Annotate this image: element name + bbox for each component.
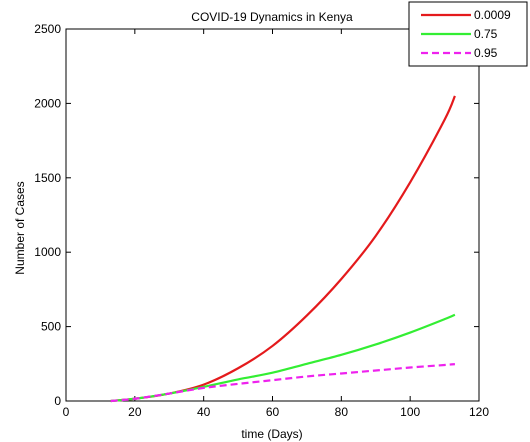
y-tick-label: 2000 [34, 96, 61, 110]
y-axis: 0 500 1000 1500 2000 2500 [34, 22, 479, 408]
x-tick-label: 20 [128, 405, 142, 419]
series-line-0 [110, 95, 456, 403]
x-tick-label: 60 [266, 405, 280, 419]
x-axis-title: time (Days) [241, 427, 302, 441]
legend: 0.0009 0.75 0.95 [408, 1, 528, 67]
y-tick-label: 1500 [34, 171, 61, 185]
series-line-1 [110, 313, 456, 403]
legend-label-0: 0.0009 [474, 8, 511, 22]
series-line-2 [110, 363, 456, 403]
y-axis-title: Number of Cases [13, 181, 27, 274]
chart-title: COVID-19 Dynamics in Kenya [191, 10, 353, 24]
y-tick-label: 0 [54, 394, 61, 408]
y-tick-label: 500 [41, 320, 61, 334]
series-lines [110, 95, 456, 403]
legend-label-1: 0.75 [474, 27, 498, 41]
x-axis: 0 20 40 60 80 100 120 [63, 29, 489, 419]
x-tick-label: 100 [400, 405, 420, 419]
x-tick-label: 0 [63, 405, 70, 419]
x-tick-label: 120 [469, 405, 489, 419]
x-tick-label: 80 [335, 405, 349, 419]
legend-label-2: 0.95 [474, 46, 498, 60]
y-tick-label: 1000 [34, 245, 61, 259]
x-tick-label: 40 [197, 405, 211, 419]
y-tick-label: 2500 [34, 22, 61, 36]
